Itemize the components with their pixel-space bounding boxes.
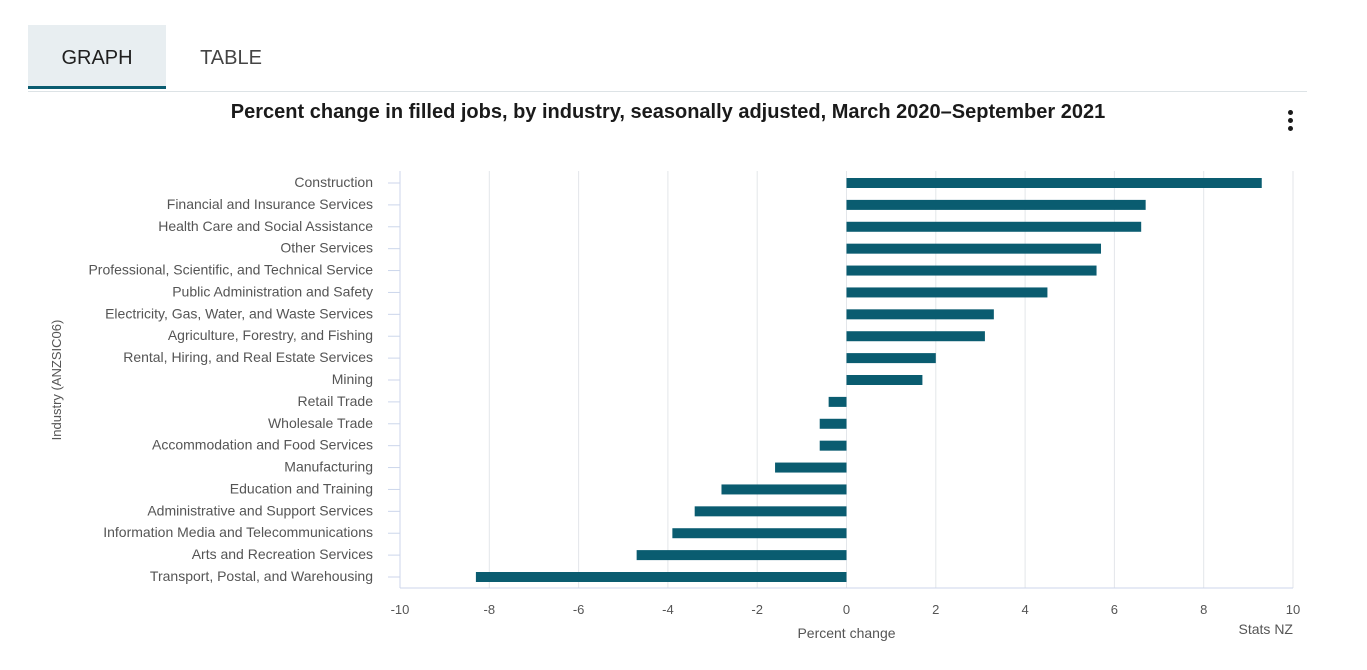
category-label: Rental, Hiring, and Real Estate Services [123, 349, 373, 365]
category-label: Health Care and Social Assistance [158, 218, 373, 234]
tab-graph[interactable]: GRAPH [28, 25, 166, 89]
bar [636, 550, 847, 561]
category-label: Arts and Recreation Services [192, 546, 373, 562]
x-tick-label: -4 [662, 602, 674, 617]
x-tick-label: 0 [843, 602, 850, 617]
bar [846, 199, 1146, 210]
category-label: Accommodation and Food Services [152, 437, 373, 453]
category-label: Construction [294, 174, 373, 190]
category-label: Public Administration and Safety [172, 283, 373, 299]
category-label: Mining [332, 371, 373, 387]
x-tick-label: -6 [573, 602, 585, 617]
x-tick-label: -8 [484, 602, 496, 617]
bar [828, 396, 847, 407]
bar [475, 572, 847, 582]
x-tick-label: 2 [932, 602, 939, 617]
x-tick-label: 10 [1286, 602, 1300, 617]
category-label: Manufacturing [284, 459, 373, 475]
view-tabs: GRAPH TABLE [28, 25, 1307, 92]
bar [819, 418, 847, 429]
chart-menu-button[interactable] [1278, 108, 1302, 136]
category-label: Other Services [280, 240, 373, 256]
menu-dot-icon [1288, 118, 1293, 123]
bar [846, 331, 985, 342]
bar [819, 440, 847, 451]
category-label: Education and Training [230, 480, 373, 496]
bar [846, 243, 1102, 254]
category-label: Agriculture, Forestry, and Fishing [168, 327, 373, 343]
tab-table[interactable]: TABLE [200, 47, 262, 69]
chart-title: Percent change in filled jobs, by indust… [230, 101, 1106, 123]
category-label: Administrative and Support Services [147, 502, 373, 518]
category-label: Transport, Postal, and Warehousing [150, 568, 373, 584]
x-tick-label: -2 [751, 602, 763, 617]
bar [694, 506, 847, 517]
category-label: Financial and Insurance Services [167, 196, 373, 212]
bar [846, 287, 1048, 298]
category-label: Retail Trade [298, 393, 374, 409]
x-tick-label: 4 [1021, 602, 1028, 617]
bar [846, 309, 994, 320]
x-tick-label: -10 [391, 602, 410, 617]
x-tick-label: 8 [1200, 602, 1207, 617]
bar [846, 375, 923, 385]
category-label: Information Media and Telecommunications [103, 524, 373, 540]
menu-dot-icon [1288, 110, 1293, 115]
category-label: Electricity, Gas, Water, and Waste Servi… [105, 305, 373, 321]
menu-dot-icon [1288, 126, 1293, 131]
bar [846, 221, 1142, 232]
category-label: Professional, Scientific, and Technical … [88, 262, 373, 278]
bar [846, 265, 1097, 276]
bar [846, 353, 936, 364]
y-axis-title: Industry (ANZSIC06) [49, 320, 64, 441]
bar [672, 528, 847, 539]
x-tick-label: 6 [1111, 602, 1118, 617]
x-axis-title: Percent change [797, 625, 895, 641]
bar [846, 178, 1262, 188]
bar [775, 462, 847, 473]
category-label: Wholesale Trade [268, 415, 373, 431]
source-credit: Stats NZ [1238, 621, 1293, 637]
bar [721, 484, 847, 495]
